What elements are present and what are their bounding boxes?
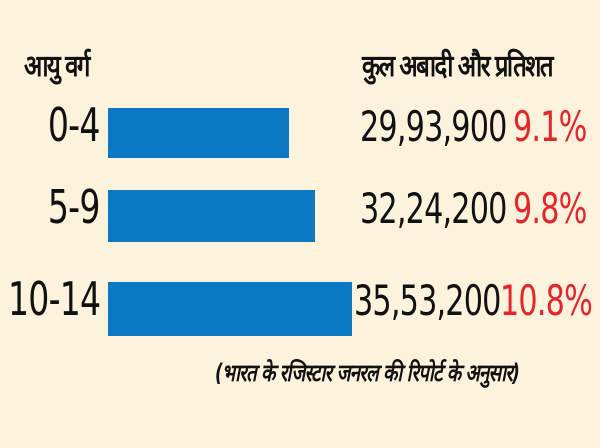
bar-5-9 [108,190,315,242]
value-label: 35,53,200 [354,276,501,325]
percent-label: 10.8% [500,276,593,325]
source-note: (भारत के रजिस्टार जनरल की रिपोर्ट के अनु… [215,359,520,387]
value-label: 29,93,900 [360,102,507,151]
bar-10-14 [108,282,352,336]
age-group-header: आयु वर्ग [24,49,90,84]
category-label: 10-14 [7,272,101,326]
percent-label: 9.1% [513,102,587,151]
category-label: 0-4 [48,98,100,152]
category-label: 5-9 [48,180,100,234]
population-header: कुल अबादी और प्रतिशत [362,49,554,84]
bar-0-4 [108,108,289,158]
percent-label: 9.8% [513,184,587,233]
value-label: 32,24,200 [360,184,507,233]
